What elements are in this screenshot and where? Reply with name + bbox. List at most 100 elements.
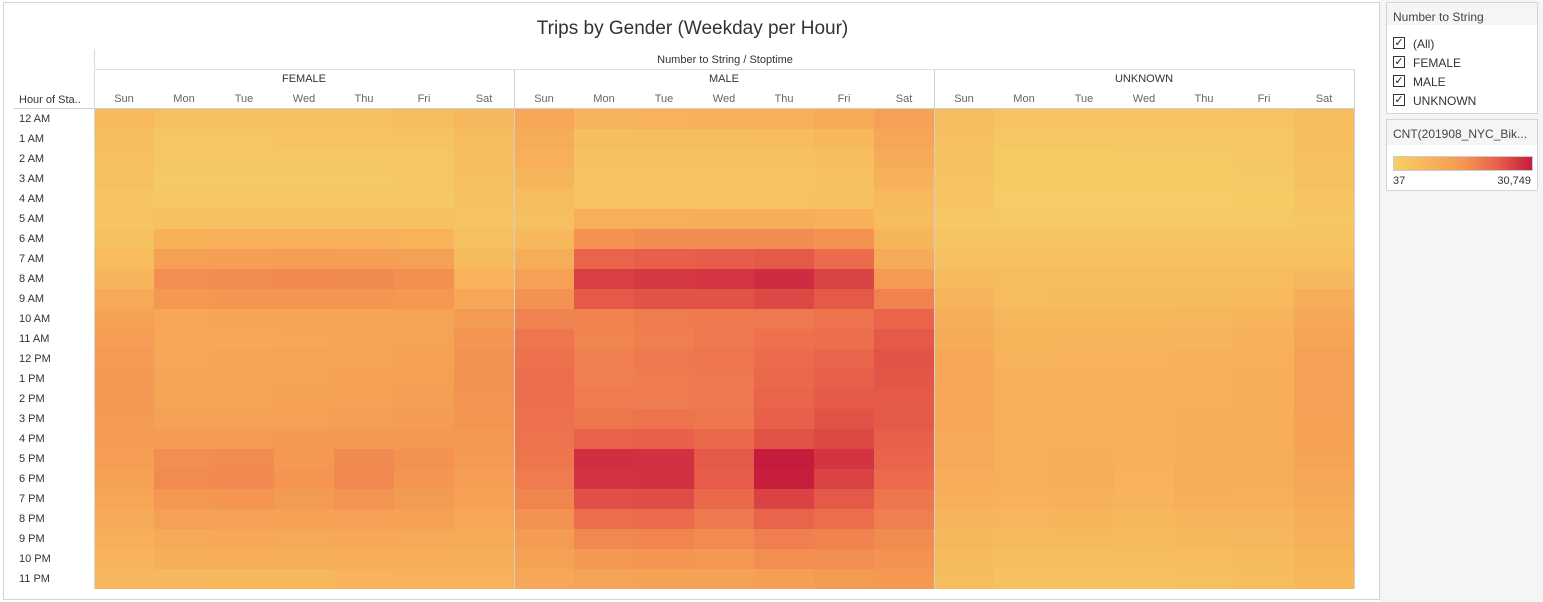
filter-option-unknown[interactable]: ✓ UNKNOWN — [1393, 94, 1477, 108]
heat-cell — [874, 229, 934, 249]
heat-cell — [1294, 549, 1354, 569]
filter-option-male[interactable]: ✓ MALE — [1393, 75, 1446, 89]
heat-cell — [574, 169, 634, 189]
heat-cell — [514, 569, 574, 589]
heat-cell — [214, 109, 274, 129]
heat-cell — [694, 509, 754, 529]
heat-cell — [1054, 549, 1114, 569]
heat-cell — [274, 149, 334, 169]
filter-title: Number to String — [1387, 3, 1537, 25]
heat-cell — [874, 289, 934, 309]
heat-cell — [94, 569, 154, 589]
checkbox-icon[interactable]: ✓ — [1393, 75, 1405, 87]
heat-cell — [574, 289, 634, 309]
checkbox-icon[interactable]: ✓ — [1393, 56, 1405, 68]
hour-label: 12 PM — [19, 353, 51, 365]
heat-cell — [1054, 129, 1114, 149]
heat-cell — [1234, 169, 1294, 189]
heat-cell — [94, 509, 154, 529]
heat-cell — [454, 289, 514, 309]
heat-cell — [1054, 529, 1114, 549]
heat-cell — [1174, 569, 1234, 589]
heat-cell — [634, 129, 694, 149]
filter-option-female[interactable]: ✓ FEMALE — [1393, 56, 1462, 70]
heat-cell — [934, 309, 994, 329]
heat-cell — [754, 169, 814, 189]
heat-cell — [154, 449, 214, 469]
heat-cell — [1294, 409, 1354, 429]
heat-cell — [1174, 329, 1234, 349]
heat-cell — [394, 509, 454, 529]
heat-cell — [1174, 149, 1234, 169]
heat-cell — [814, 109, 874, 129]
heat-cell — [514, 109, 574, 129]
heat-cell — [1174, 469, 1234, 489]
heat-cell — [454, 109, 514, 129]
heat-cell — [214, 189, 274, 209]
heat-cell — [514, 269, 574, 289]
heat-cell — [694, 389, 754, 409]
heat-cell — [274, 569, 334, 589]
heat-cell — [814, 529, 874, 549]
heat-cell — [994, 389, 1054, 409]
heat-cell — [334, 229, 394, 249]
heat-cell — [94, 369, 154, 389]
checkbox-icon[interactable]: ✓ — [1393, 37, 1405, 49]
heat-cell — [94, 449, 154, 469]
heat-cell — [1174, 409, 1234, 429]
heat-cell — [154, 269, 214, 289]
heat-cell — [994, 349, 1054, 369]
heat-cell — [994, 309, 1054, 329]
heat-cell — [934, 549, 994, 569]
heat-cell — [1114, 529, 1174, 549]
day-label: Sat — [895, 93, 913, 105]
heat-cell — [1054, 469, 1114, 489]
heat-cell — [454, 209, 514, 229]
heat-cell — [1174, 389, 1234, 409]
heat-cell — [334, 129, 394, 149]
heat-cell — [574, 249, 634, 269]
checkbox-icon[interactable]: ✓ — [1393, 94, 1405, 106]
heat-cell — [1054, 329, 1114, 349]
heat-cell — [274, 429, 334, 449]
heat-cell — [754, 369, 814, 389]
heat-cell — [214, 349, 274, 369]
heat-cell — [454, 149, 514, 169]
heat-cell — [334, 349, 394, 369]
heat-cell — [1114, 489, 1174, 509]
hour-label: 11 PM — [19, 573, 50, 585]
filter-option-all[interactable]: ✓ (All) — [1393, 37, 1435, 51]
heat-cell — [1294, 149, 1354, 169]
heat-cell — [1174, 209, 1234, 229]
heat-cell — [934, 269, 994, 289]
heat-cell — [634, 189, 694, 209]
heat-cell — [874, 389, 934, 409]
heat-cell — [754, 249, 814, 269]
heat-cell — [634, 489, 694, 509]
heat-cell — [814, 489, 874, 509]
heat-cell — [274, 449, 334, 469]
heat-cell — [814, 569, 874, 589]
heat-cell — [94, 109, 154, 129]
heat-cell — [1174, 349, 1234, 369]
heat-cell — [274, 269, 334, 289]
hour-label: 1 AM — [19, 133, 45, 145]
heat-cell — [154, 369, 214, 389]
heat-cell — [1174, 109, 1234, 129]
heat-cell — [814, 469, 874, 489]
heat-cell — [514, 469, 574, 489]
heat-cell — [394, 369, 454, 389]
heat-cell — [934, 469, 994, 489]
heat-cell — [514, 129, 574, 149]
heat-cell — [634, 229, 694, 249]
heat-cell — [454, 469, 514, 489]
heat-cell — [514, 389, 574, 409]
column-header: Number to String / Stoptime — [657, 54, 793, 66]
heat-cell — [394, 489, 454, 509]
heat-cell — [694, 269, 754, 289]
heat-cell — [814, 269, 874, 289]
heat-cell — [394, 169, 454, 189]
heat-cell — [694, 469, 754, 489]
day-label: Sat — [475, 93, 493, 105]
heat-cell — [214, 289, 274, 309]
